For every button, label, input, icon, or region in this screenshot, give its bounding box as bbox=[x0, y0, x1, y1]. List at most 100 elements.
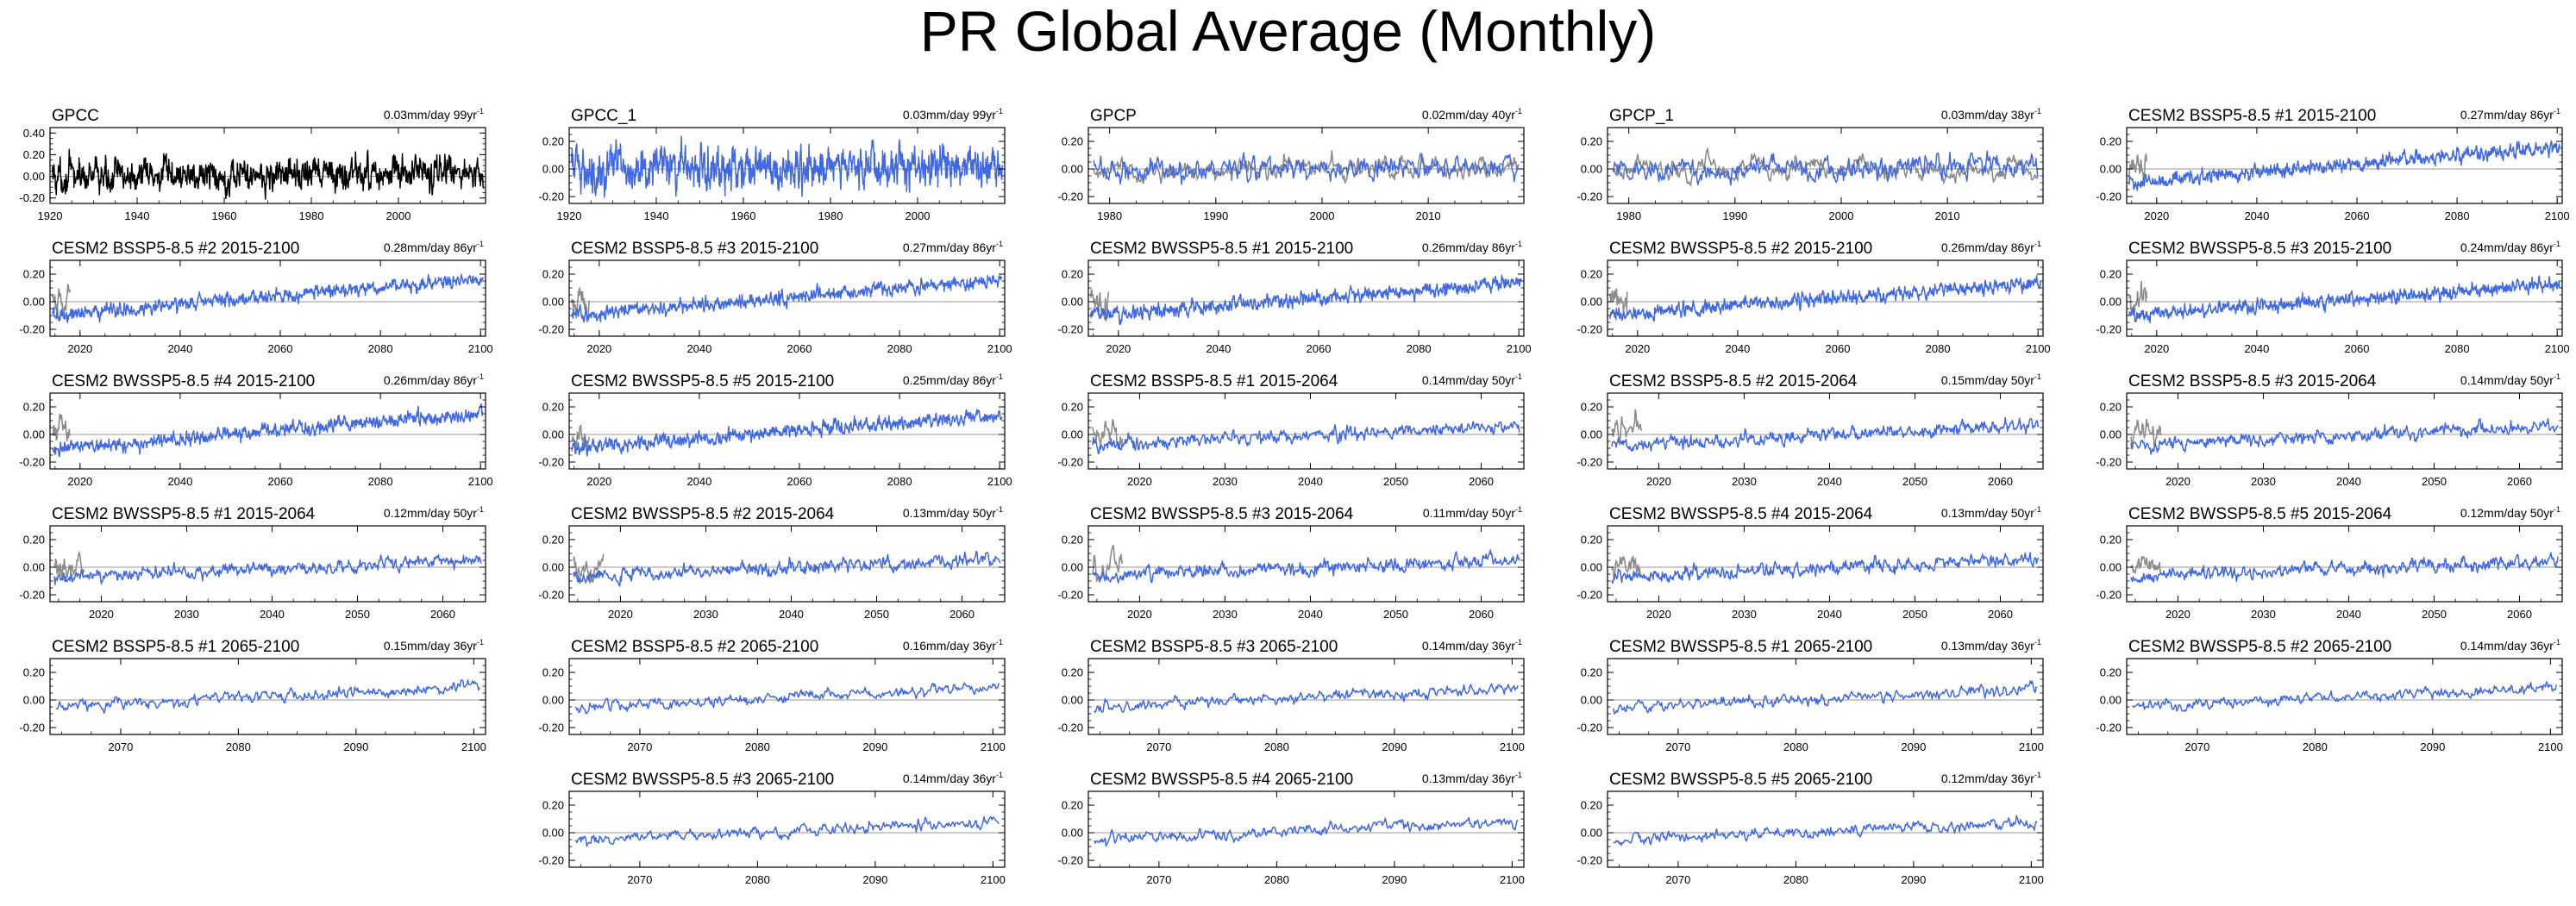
y-tick-label: 0.00 bbox=[2100, 296, 2122, 309]
x-tick-label: 2040 bbox=[1298, 608, 1323, 621]
y-tick-label: -0.20 bbox=[1057, 323, 1083, 336]
x-tick-label: 2080 bbox=[887, 475, 912, 488]
x-tick-label: 2040 bbox=[2244, 209, 2269, 222]
panel-title: GPCC_1 bbox=[571, 107, 636, 125]
panel-trend-label: 0.25mm/day 86yr-1 bbox=[903, 372, 1003, 387]
x-tick-label: 2020 bbox=[608, 608, 633, 621]
x-tick-label: 2040 bbox=[1298, 475, 1323, 488]
y-tick-label: 0.20 bbox=[542, 135, 564, 148]
x-tick-label: 2100 bbox=[2019, 873, 2044, 886]
panel-title: CESM2 BSSP5-8.5 #3 2015-2100 bbox=[571, 240, 818, 258]
panel-trend-label: 0.13mm/day 50yr-1 bbox=[903, 505, 1003, 520]
x-tick-label: 2040 bbox=[2244, 342, 2269, 355]
x-tick-label: 2090 bbox=[862, 740, 887, 753]
plot-frame bbox=[1607, 392, 2044, 470]
series-line bbox=[571, 409, 1003, 457]
series-line bbox=[1613, 815, 2038, 847]
y-tick-label: -0.20 bbox=[538, 191, 564, 203]
obs-series-line bbox=[52, 413, 71, 442]
plot-frame bbox=[568, 259, 1006, 337]
series-line bbox=[1613, 680, 2038, 715]
y-tick-label: 0.00 bbox=[542, 428, 564, 441]
x-tick-label: 2060 bbox=[430, 608, 455, 621]
x-tick-label: 2090 bbox=[343, 740, 368, 753]
x-tick-label: 2100 bbox=[461, 740, 486, 753]
panel-9: CESM2 BWSSP5-8.5 #2 2015-2100 0.26mm/day … bbox=[1576, 240, 2051, 355]
y-tick-label: -0.20 bbox=[1576, 191, 1602, 203]
panel-title: CESM2 BSSP5-8.5 #2 2015-2064 bbox=[1609, 372, 1858, 391]
y-tick-label: 0.20 bbox=[2100, 401, 2122, 414]
y-tick-label: 0.00 bbox=[1062, 296, 1083, 309]
y-tick-label: -0.20 bbox=[1576, 722, 1602, 734]
x-tick-label: 2100 bbox=[987, 342, 1012, 355]
x-tick-label: 2100 bbox=[2026, 342, 2051, 355]
x-tick-label: 2070 bbox=[2184, 740, 2209, 753]
plot-frame bbox=[568, 392, 1006, 470]
y-tick-label: 0.20 bbox=[2100, 534, 2122, 547]
y-tick-label: 0.20 bbox=[1062, 401, 1083, 414]
y-tick-label: 0.20 bbox=[1581, 135, 1602, 148]
obs-series-line bbox=[1090, 289, 1109, 320]
series-line bbox=[1090, 274, 1522, 326]
plot-frame bbox=[2126, 392, 2563, 470]
y-tick-label: -0.20 bbox=[1576, 854, 1602, 867]
y-tick-label: 0.00 bbox=[1062, 694, 1083, 707]
y-tick-label: 0.00 bbox=[542, 561, 564, 574]
plot-frame bbox=[1607, 259, 2044, 337]
x-tick-label: 2100 bbox=[1500, 873, 1525, 886]
x-tick-label: 2100 bbox=[2545, 342, 2570, 355]
x-tick-label: 2060 bbox=[1826, 342, 1851, 355]
x-tick-label: 2060 bbox=[2507, 475, 2532, 488]
x-tick-label: 2070 bbox=[1665, 740, 1690, 753]
page-title: PR Global Average (Monthly) bbox=[919, 0, 1657, 63]
y-tick-label: -0.20 bbox=[19, 456, 45, 469]
panel-25: CESM2 BWSSP5-8.5 #2 2065-2100 0.14mm/day … bbox=[2096, 638, 2563, 753]
y-tick-label: 0.00 bbox=[2100, 163, 2122, 176]
x-tick-label: 1980 bbox=[1097, 209, 1122, 222]
panel-title: CESM2 BWSSP5-8.5 #3 2065-2100 bbox=[571, 771, 834, 789]
x-tick-label: 1960 bbox=[212, 209, 237, 222]
x-tick-label: 2040 bbox=[686, 342, 711, 355]
x-tick-label: 2020 bbox=[1106, 342, 1131, 355]
series-line bbox=[574, 682, 1000, 715]
x-tick-label: 2000 bbox=[1310, 209, 1335, 222]
y-tick-label: 0.20 bbox=[542, 268, 564, 281]
panel-23: CESM2 BSSP5-8.5 #3 2065-2100 0.14mm/day 3… bbox=[1057, 638, 1525, 753]
x-tick-label: 2060 bbox=[1988, 608, 2013, 621]
y-tick-label: 0.20 bbox=[542, 401, 564, 414]
y-tick-label: -0.20 bbox=[1576, 323, 1602, 336]
plot-frame bbox=[1087, 127, 1525, 204]
x-tick-label: 2020 bbox=[2144, 209, 2169, 222]
x-tick-label: 2090 bbox=[1901, 873, 1926, 886]
plot-frame bbox=[2126, 658, 2563, 735]
x-tick-label: 2000 bbox=[386, 209, 411, 222]
x-tick-label: 2100 bbox=[1500, 740, 1525, 753]
panel-title: CESM2 BWSSP5-8.5 #2 2065-2100 bbox=[2128, 638, 2391, 656]
x-tick-label: 2060 bbox=[1469, 608, 1494, 621]
panel-trend-label: 0.02mm/day 40yr-1 bbox=[1422, 107, 1522, 122]
panel-17: CESM2 BWSSP5-8.5 #2 2015-2064 0.13mm/day … bbox=[538, 505, 1006, 621]
x-tick-label: 2050 bbox=[2422, 608, 2447, 621]
panel-trend-label: 0.15mm/day 36yr-1 bbox=[384, 638, 484, 653]
plot-frame bbox=[49, 259, 486, 337]
panel-20: CESM2 BWSSP5-8.5 #5 2015-2064 0.12mm/day … bbox=[2096, 505, 2563, 621]
panel-trend-label: 0.26mm/day 86yr-1 bbox=[1941, 240, 2041, 254]
panel-title: CESM2 BSSP5-8.5 #3 2015-2064 bbox=[2128, 372, 2377, 391]
panel-title: CESM2 BWSSP5-8.5 #5 2015-2100 bbox=[571, 372, 834, 391]
x-tick-label: 1990 bbox=[1203, 209, 1228, 222]
y-tick-label: 0.20 bbox=[23, 401, 45, 414]
x-tick-label: 2020 bbox=[89, 608, 114, 621]
y-tick-label: 0.20 bbox=[542, 666, 564, 679]
y-tick-label: 0.00 bbox=[23, 170, 45, 183]
y-tick-label: 0.00 bbox=[1581, 694, 1602, 707]
x-tick-label: 2100 bbox=[2545, 209, 2570, 222]
panel-trend-label: 0.15mm/day 50yr-1 bbox=[1941, 372, 2041, 387]
panel-7: CESM2 BSSP5-8.5 #3 2015-2100 0.27mm/day 8… bbox=[538, 240, 1012, 355]
y-tick-label: 0.00 bbox=[1062, 827, 1083, 840]
x-tick-label: 2090 bbox=[862, 873, 887, 886]
x-tick-label: 2030 bbox=[693, 608, 718, 621]
panel-title: CESM2 BWSSP5-8.5 #4 2015-2100 bbox=[52, 372, 315, 391]
x-tick-label: 2060 bbox=[1469, 475, 1494, 488]
x-tick-label: 2010 bbox=[1416, 209, 1441, 222]
